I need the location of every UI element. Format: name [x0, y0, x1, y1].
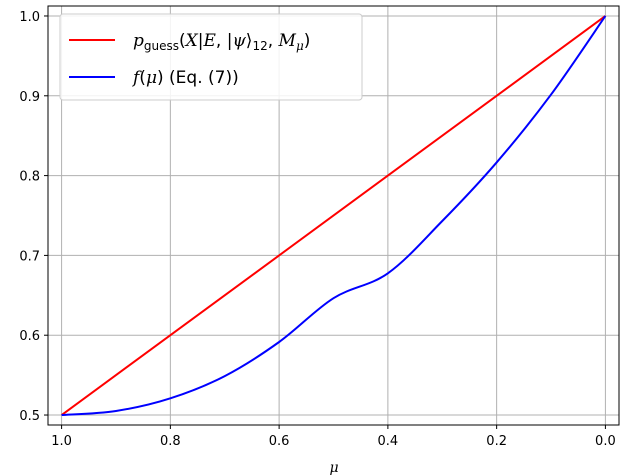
series-line-pguess: [61, 15, 606, 416]
x-ticks: 1.0 0.8 0.6 0.4 0.2 0.0: [51, 425, 616, 449]
plot-frame: [47, 5, 620, 426]
x-tick-label: 0.0: [595, 434, 616, 449]
legend-label-pguess: pguess(X|E, |ψ⟩12, Mμ): [133, 31, 310, 53]
y-tick-label: 0.7: [19, 249, 40, 264]
series-line-f-mu: [61, 15, 607, 417]
legend: pguess(X|E, |ψ⟩12, Mμ) f(μ) (Eq. (7)): [59, 13, 363, 101]
y-tick-label: 1.0: [19, 10, 40, 25]
y-tick-label: 0.8: [19, 170, 40, 185]
x-tick-label: 1.0: [51, 434, 72, 449]
x-tick-label: 0.4: [378, 434, 399, 449]
y-ticks: 0.5 0.6 0.7 0.8 0.9 1.0: [19, 10, 48, 424]
legend-label-f-mu: f(μ) (Eq. (7)): [131, 68, 239, 88]
x-tick-label: 0.2: [486, 434, 507, 449]
y-tick-label: 0.5: [19, 409, 40, 424]
legend-box: [59, 13, 363, 101]
y-tick-label: 0.6: [19, 329, 40, 344]
y-tick-label: 0.9: [19, 90, 40, 105]
series-lines: [61, 15, 607, 417]
x-tick-label: 0.6: [269, 434, 290, 449]
x-tick-label: 0.8: [160, 434, 181, 449]
x-axis-label: μ: [329, 460, 338, 476]
